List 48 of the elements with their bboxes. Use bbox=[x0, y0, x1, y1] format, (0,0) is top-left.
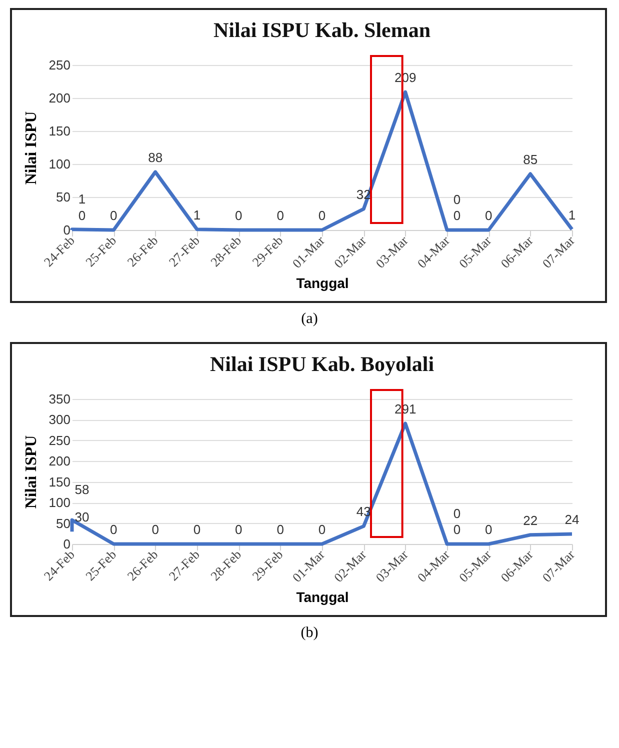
data-label: 0 bbox=[235, 208, 242, 223]
x-axis-title: Tanggal bbox=[296, 589, 349, 606]
data-label: 0 bbox=[318, 208, 326, 223]
data-label: 0 bbox=[235, 522, 242, 537]
y-tick-label: 50 bbox=[56, 516, 70, 531]
data-label: 58 bbox=[74, 482, 90, 497]
data-label: 0 bbox=[318, 522, 326, 537]
y-axis-title: Nilai ISPU bbox=[22, 110, 40, 185]
data-label: 0 bbox=[110, 208, 118, 223]
y-tick-label: 200 bbox=[48, 454, 70, 469]
data-label: 24 bbox=[564, 512, 580, 528]
data-label: 22 bbox=[523, 512, 538, 528]
data-label: 88 bbox=[148, 150, 163, 165]
y-tick-label: 250 bbox=[48, 432, 70, 448]
data-label: 85 bbox=[523, 152, 538, 167]
data-label: 30 bbox=[74, 510, 90, 525]
y-tick-label: 0 bbox=[63, 222, 70, 238]
y-tick-label: 300 bbox=[48, 412, 70, 428]
y-tick-label: 0 bbox=[63, 536, 70, 552]
y-tick-label: 350 bbox=[48, 392, 70, 406]
chart-title: Nilai ISPU Kab. Sleman bbox=[213, 18, 431, 42]
y-axis-title: Nilai ISPU bbox=[22, 434, 40, 509]
text: (a) bbox=[300, 311, 319, 328]
y-tick-label: 100 bbox=[48, 495, 70, 510]
y-tick-label: 100 bbox=[48, 156, 70, 172]
x-axis-title: Tanggal bbox=[296, 275, 349, 292]
data-label: 0 bbox=[110, 522, 118, 537]
data-label: 1 bbox=[193, 207, 201, 222]
data-label: 0 bbox=[276, 208, 284, 223]
data-label: 0 bbox=[485, 208, 492, 223]
data-label: 0 bbox=[78, 208, 86, 223]
data-label: 0 bbox=[453, 208, 461, 223]
text: (b) bbox=[300, 625, 320, 642]
y-tick-label: 250 bbox=[48, 58, 70, 72]
y-tick-label: 200 bbox=[48, 90, 70, 106]
data-label: 0 bbox=[193, 522, 201, 537]
y-tick-label: 50 bbox=[56, 190, 70, 204]
data-label: 0 bbox=[276, 522, 284, 537]
data-label: 0 bbox=[152, 522, 159, 537]
data-label: 0 bbox=[453, 192, 461, 207]
data-label: 0 bbox=[485, 522, 492, 537]
data-label: 1 bbox=[568, 207, 576, 222]
y-tick-label: 150 bbox=[48, 124, 70, 138]
data-label: 0 bbox=[453, 506, 461, 521]
chart-title: Nilai ISPU Kab. Boyolali bbox=[210, 352, 434, 376]
data-label: 1 bbox=[78, 191, 86, 206]
y-tick-label: 150 bbox=[48, 474, 70, 490]
data-label: 0 bbox=[453, 522, 461, 537]
